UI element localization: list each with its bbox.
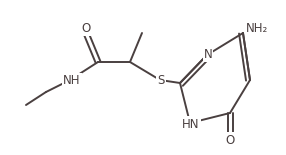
- Text: HN: HN: [182, 117, 200, 131]
- Text: O: O: [82, 22, 91, 35]
- Text: NH: NH: [63, 75, 81, 88]
- Text: O: O: [225, 133, 235, 146]
- Text: NH₂: NH₂: [246, 22, 268, 35]
- Text: N: N: [204, 47, 212, 60]
- Text: S: S: [157, 75, 165, 88]
